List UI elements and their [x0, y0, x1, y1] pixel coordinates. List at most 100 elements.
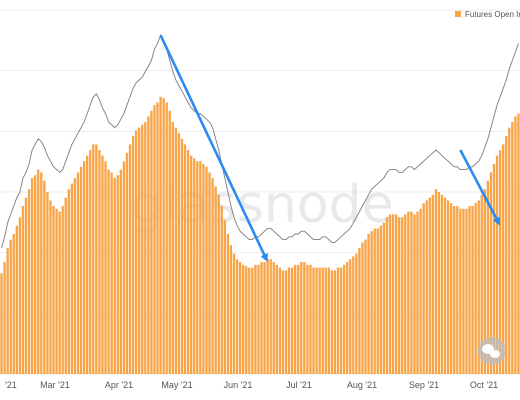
bar: [349, 259, 352, 374]
bar: [40, 172, 43, 374]
bar: [272, 262, 275, 374]
bar: [232, 253, 236, 374]
bar: [459, 208, 462, 374]
bar: [269, 259, 272, 374]
bar: [220, 206, 223, 374]
bar: [431, 194, 435, 374]
bar: [339, 267, 343, 374]
bar: [254, 264, 257, 374]
bar: [465, 208, 468, 374]
bar: [364, 239, 367, 374]
bar: [480, 194, 483, 374]
bar: [477, 200, 480, 374]
arrow-head: [492, 216, 501, 226]
bar: [287, 267, 291, 374]
bar: [462, 208, 465, 374]
bar: [407, 211, 410, 374]
trend-arrow: [159, 34, 268, 262]
bar: [453, 206, 456, 374]
bar: [293, 264, 297, 374]
x-tick-label: Sep '21: [409, 380, 439, 390]
bar: [18, 217, 22, 374]
bar: [489, 172, 493, 374]
bar: [492, 164, 496, 374]
bar: [73, 178, 77, 374]
bar: [119, 169, 123, 374]
bar: [355, 253, 358, 374]
bar: [413, 214, 416, 374]
bar: [205, 166, 208, 374]
bar: [128, 144, 132, 374]
bar: [58, 211, 61, 374]
bar: [275, 264, 279, 374]
legend-label: Futures Open In: [465, 10, 520, 19]
bar: [89, 150, 92, 374]
bar: [98, 150, 101, 374]
bar: [229, 245, 233, 374]
bar: [483, 189, 487, 374]
x-tick-label: Apr '21: [105, 380, 133, 390]
bar: [404, 214, 407, 374]
bar: [495, 155, 499, 374]
bar: [410, 211, 413, 374]
bar: [315, 267, 318, 374]
bar: [281, 270, 285, 374]
bar: [217, 194, 220, 374]
bar: [278, 267, 282, 374]
bar: [397, 217, 401, 374]
bar: [321, 267, 324, 374]
bar: [211, 178, 214, 374]
bar: [70, 183, 74, 374]
bar: [517, 113, 520, 374]
bar: [27, 189, 31, 374]
bar: [150, 110, 153, 375]
bar: [422, 203, 425, 374]
bar: [177, 133, 181, 374]
bar: [428, 197, 431, 374]
bar: [186, 150, 190, 374]
bar: [122, 161, 126, 374]
bar: [141, 124, 144, 374]
bar: [449, 203, 453, 374]
bar: [79, 166, 83, 374]
bar: [134, 130, 138, 374]
bar: [110, 172, 113, 374]
bar: [391, 214, 395, 374]
bar: [309, 264, 312, 374]
bar: [324, 267, 327, 374]
bar: [159, 96, 162, 375]
bar: [501, 144, 505, 374]
bar: [260, 262, 263, 374]
bar: [147, 116, 150, 375]
legend-swatch: [455, 11, 461, 17]
bar: [223, 220, 227, 374]
bar: [214, 186, 217, 374]
bar: [440, 194, 444, 374]
bar: [345, 262, 349, 374]
bar: [263, 262, 266, 374]
bar: [238, 262, 242, 374]
bar: [12, 234, 15, 374]
bar: [199, 161, 202, 374]
bar: [171, 122, 175, 374]
bar: [312, 267, 315, 374]
price-line: [1, 34, 519, 249]
bar: [46, 192, 49, 374]
bar: [388, 214, 392, 374]
bar: [0, 273, 3, 374]
wechat-icon: [478, 337, 506, 365]
bar: [505, 136, 508, 374]
x-axis-ticks: '21 Mar '21 Apr '21 May '21 Jun '21 Jul '21 Au…: [5, 380, 498, 390]
bar: [303, 262, 306, 374]
bar: [318, 267, 321, 374]
bar: [257, 264, 260, 374]
bar: [266, 259, 269, 374]
bar: [55, 208, 58, 374]
x-tick-label: Mar '21: [40, 380, 70, 390]
bar: [107, 169, 110, 374]
bar: [113, 178, 116, 374]
bar: [248, 267, 251, 374]
bar: [95, 144, 98, 374]
